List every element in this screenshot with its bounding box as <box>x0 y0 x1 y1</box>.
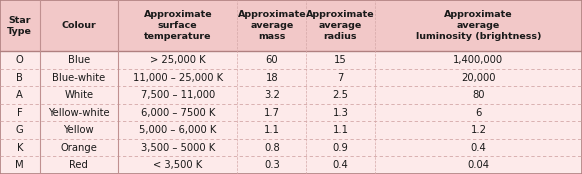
Text: Yellow: Yellow <box>63 125 94 135</box>
Bar <box>0 0 582 51</box>
Text: 7,500 – 11,000: 7,500 – 11,000 <box>141 90 215 100</box>
Text: 15: 15 <box>334 55 347 65</box>
Text: 80: 80 <box>472 90 485 100</box>
Text: 11,000 – 25,000 K: 11,000 – 25,000 K <box>133 73 223 83</box>
Text: F: F <box>17 108 23 118</box>
Text: G: G <box>16 125 24 135</box>
Text: < 3,500 K: < 3,500 K <box>153 160 203 170</box>
Text: Approximate
average
luminosity (brightness): Approximate average luminosity (brightne… <box>416 10 541 41</box>
Text: O: O <box>16 55 24 65</box>
Text: 18: 18 <box>265 73 278 83</box>
Text: 6,000 – 7500 K: 6,000 – 7500 K <box>141 108 215 118</box>
Text: Star
Type: Star Type <box>8 16 32 36</box>
Text: 1.7: 1.7 <box>264 108 280 118</box>
Text: Blue-white: Blue-white <box>52 73 105 83</box>
Text: 1.1: 1.1 <box>264 125 280 135</box>
Text: Red: Red <box>69 160 88 170</box>
Text: 0.8: 0.8 <box>264 143 280 153</box>
Text: 1,400,000: 1,400,000 <box>453 55 503 65</box>
Text: K: K <box>16 143 23 153</box>
Text: 20,000: 20,000 <box>461 73 496 83</box>
Text: 6: 6 <box>475 108 481 118</box>
Text: 0.04: 0.04 <box>467 160 489 170</box>
Text: 60: 60 <box>265 55 278 65</box>
Text: 0.9: 0.9 <box>332 143 349 153</box>
Text: 3.2: 3.2 <box>264 90 280 100</box>
Text: 0.4: 0.4 <box>470 143 487 153</box>
Bar <box>0 51 582 174</box>
Text: Approximate
surface
temperature: Approximate surface temperature <box>144 10 212 41</box>
Text: Blue: Blue <box>68 55 90 65</box>
Text: 1.1: 1.1 <box>332 125 349 135</box>
Text: White: White <box>64 90 94 100</box>
Text: 0.3: 0.3 <box>264 160 280 170</box>
Text: 1.2: 1.2 <box>470 125 487 135</box>
Text: A: A <box>16 90 23 100</box>
Text: M: M <box>16 160 24 170</box>
Text: Approximate
average
radius: Approximate average radius <box>306 10 375 41</box>
Text: 2.5: 2.5 <box>332 90 349 100</box>
Text: 5,000 – 6,000 K: 5,000 – 6,000 K <box>139 125 217 135</box>
Text: 0.4: 0.4 <box>332 160 349 170</box>
Text: Colour: Colour <box>62 21 96 30</box>
Text: Yellow-white: Yellow-white <box>48 108 109 118</box>
Text: > 25,000 K: > 25,000 K <box>150 55 205 65</box>
Text: B: B <box>16 73 23 83</box>
Text: 7: 7 <box>338 73 343 83</box>
Text: Orange: Orange <box>61 143 97 153</box>
Text: 1.3: 1.3 <box>332 108 349 118</box>
Text: 3,500 – 5000 K: 3,500 – 5000 K <box>141 143 215 153</box>
Text: Approximate
average
mass: Approximate average mass <box>237 10 306 41</box>
